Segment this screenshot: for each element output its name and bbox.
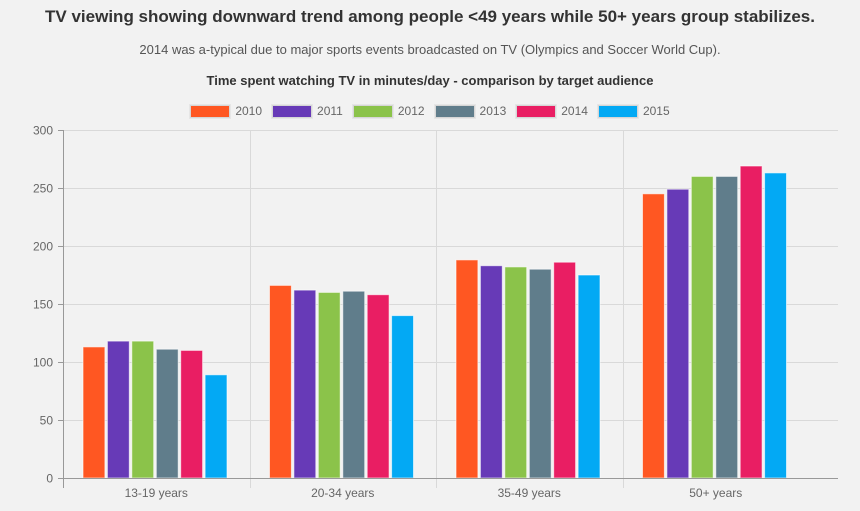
- legend-swatch: [351, 103, 394, 119]
- bar-2010-50-years[interactable]: [642, 193, 665, 479]
- legend-label: 2015: [642, 104, 670, 118]
- bar-2014-20-34-years[interactable]: [366, 294, 390, 479]
- legend-label: 2014: [561, 104, 588, 118]
- y-tick-label: 0: [46, 472, 53, 486]
- bar-2010-13-19-years[interactable]: [82, 346, 106, 479]
- bar-2012-13-19-years[interactable]: [131, 340, 155, 479]
- bar-2015-20-34-years[interactable]: [391, 315, 415, 479]
- bar-2013-35-49-years[interactable]: [528, 268, 552, 479]
- y-tick-label: 150: [33, 298, 53, 312]
- y-tick-label: 200: [33, 240, 53, 254]
- legend-swatch: [433, 103, 476, 119]
- legend-swatch: [271, 103, 314, 119]
- bar-2010-20-34-years[interactable]: [269, 284, 292, 479]
- bar-2013-13-19-years[interactable]: [155, 348, 179, 479]
- chart-title: Time spent watching TV in minutes/day - …: [206, 73, 654, 88]
- legend-label: 2011: [317, 104, 343, 118]
- x-tick-label: 13-19 years: [125, 486, 188, 500]
- legend-label: 2013: [479, 104, 507, 118]
- bar-2011-13-19-years[interactable]: [106, 340, 130, 479]
- legend-item-2011[interactable]: 2011: [271, 103, 343, 119]
- legend-item-2013[interactable]: 2013: [433, 103, 507, 119]
- legend-item-2014[interactable]: 2014: [515, 103, 588, 119]
- y-tick-label: 250: [33, 182, 53, 196]
- legend-item-2015[interactable]: 2015: [596, 103, 670, 119]
- bar-2012-50-years[interactable]: [690, 175, 714, 479]
- bar-2014-35-49-years[interactable]: [553, 261, 577, 479]
- y-tick-label: 300: [33, 124, 53, 138]
- bar-2013-20-34-years[interactable]: [342, 290, 366, 479]
- bar-2014-50-years[interactable]: [739, 165, 763, 479]
- axes-layer: 0 50 100 150 200 250 300 13-19 years 20-34 years…: [33, 124, 838, 500]
- bars-layer: [82, 165, 787, 479]
- legend-item-2010[interactable]: 2010: [189, 103, 263, 119]
- page-title: TV viewing showing downward trend among …: [45, 7, 815, 26]
- x-tick-label: 35-49 years: [498, 486, 561, 500]
- bar-2011-20-34-years[interactable]: [293, 289, 317, 479]
- legend-swatch: [596, 103, 639, 119]
- page-subtitle: 2014 was a-typical due to major sports e…: [139, 42, 721, 57]
- bar-2012-35-49-years[interactable]: [504, 266, 528, 479]
- legend-label: 2012: [397, 104, 425, 118]
- bar-2010-35-49-years[interactable]: [455, 259, 479, 479]
- y-tick-label: 50: [40, 414, 54, 428]
- bar-2011-50-years[interactable]: [666, 188, 690, 479]
- x-tick-label: 20-34 years: [311, 486, 374, 500]
- legend-swatch: [189, 103, 232, 119]
- bar-2015-13-19-years[interactable]: [204, 374, 228, 479]
- legend-label: 2010: [235, 104, 263, 118]
- bar-2012-20-34-years[interactable]: [317, 291, 341, 479]
- legend-swatch: [515, 103, 558, 119]
- x-tick-label: 50+ years: [689, 486, 742, 500]
- bar-2015-50-years[interactable]: [764, 172, 787, 479]
- bar-2013-50-years[interactable]: [715, 175, 739, 479]
- y-tick-label: 100: [33, 356, 53, 370]
- bar-2014-13-19-years[interactable]: [180, 349, 204, 479]
- chart-legend: 2010 2011 2012 2013 2014 2015: [0, 103, 860, 119]
- bar-2015-35-49-years[interactable]: [577, 274, 601, 479]
- bar-2011-35-49-years[interactable]: [479, 265, 503, 479]
- legend-item-2012[interactable]: 2012: [351, 103, 425, 119]
